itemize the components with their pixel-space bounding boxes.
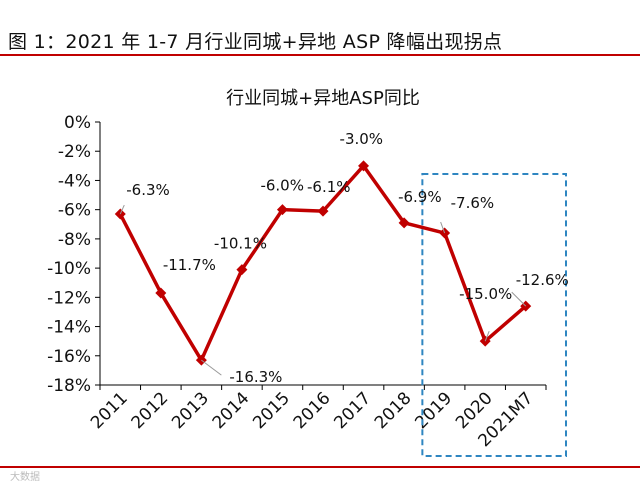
data-labels: -6.3% -11.7% -16.3% -10.1% -6.0% -6.1% -3.0% -6… [119,130,569,386]
data-label-leader [440,221,446,234]
y-tick-label: 0% [64,113,91,133]
data-point-marker [398,217,410,229]
y-tick-label: -14% [47,318,91,338]
axes: 0%-2%-4%-6%-8%-10%-12%-14%-16%-18%201120… [47,113,547,451]
figure-title: 图 1：2021 年 1-7 月行业同城+异地 ASP 降幅出现拐点 [8,31,503,53]
data-label: -6.1% [307,178,351,196]
figure-header: 图 1：2021 年 1-7 月行业同城+异地 ASP 降幅出现拐点 [0,0,640,58]
data-label-leader [484,330,490,342]
data-label: -6.0% [260,177,304,195]
y-tick-label: -16% [47,347,91,367]
data-label: -12.6% [516,271,569,289]
y-tick-label: -4% [58,171,91,191]
y-tick-label: -2% [58,142,91,162]
x-tick-label: 2015 [249,388,294,433]
chart-title: 行业同城+异地ASP同比 [226,88,420,109]
x-tick-label: 2013 [168,388,213,433]
title-divider [0,54,640,56]
data-label: -11.7% [163,256,216,274]
data-point-marker [236,264,248,276]
data-label-leader [119,204,125,215]
data-label: -15.0% [459,285,512,303]
highlight-box [421,173,568,457]
data-label: -3.0% [340,130,384,148]
x-tick-label: 2011 [87,388,132,433]
data-point-marker [358,160,370,172]
y-tick-label: -8% [58,230,91,250]
data-label: -16.3% [229,368,282,386]
data-label-leader [511,291,527,307]
y-tick-label: -10% [47,259,91,279]
x-tick-label: 2018 [371,388,416,433]
data-point-marker [155,287,167,299]
y-tick-label: -6% [58,201,91,221]
x-tick-label: 2014 [209,388,254,433]
x-tick-label: 2016 [290,388,335,433]
y-tick-label: -12% [47,288,91,308]
data-label: -7.6% [451,194,495,212]
data-label: -6.3% [126,181,170,199]
data-label: -10.1% [214,235,267,253]
highlight-region [421,173,568,457]
data-label-leader [201,359,222,376]
x-tick-label: 2017 [330,388,375,433]
watermark: 大数据 [10,472,40,483]
data-point-marker [276,204,288,216]
data-point-marker [317,205,329,217]
x-tick-label: 2012 [128,388,173,433]
y-tick-label: -18% [47,376,91,396]
footer-divider [0,466,640,468]
series-group [114,160,532,366]
data-label: -6.9% [398,188,442,206]
x-tick-label: 2019 [411,388,456,433]
